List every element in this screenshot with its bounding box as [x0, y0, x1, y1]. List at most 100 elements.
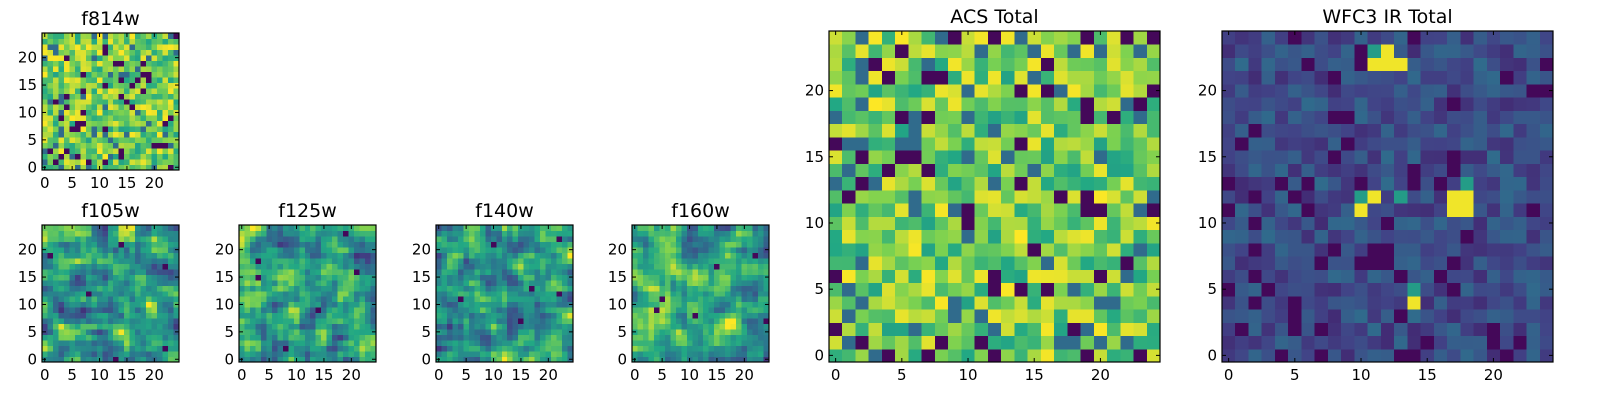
heatmap-cell	[664, 334, 671, 341]
heatmap-cell	[354, 345, 361, 352]
heatmap-cell	[299, 301, 306, 308]
heatmap-cell	[74, 241, 81, 248]
heatmap-cell	[736, 257, 743, 264]
heatmap-cell	[881, 242, 896, 257]
heatmap-cell	[490, 318, 497, 325]
heatmap-cell	[162, 312, 169, 319]
heatmap-cell	[1133, 136, 1148, 151]
heatmap-cell	[260, 235, 267, 242]
heatmap-cell	[91, 290, 98, 297]
heatmap-cell	[868, 110, 883, 125]
heatmap-cell	[162, 126, 169, 133]
heatmap-cell	[921, 216, 936, 231]
heatmap-cell	[961, 348, 976, 363]
heatmap-cell	[703, 257, 710, 264]
heatmap-cell	[140, 351, 147, 358]
heatmap-cell	[47, 329, 54, 336]
heatmap-cell	[288, 252, 295, 259]
heatmap-cell	[129, 109, 136, 116]
heatmap-cell	[1027, 256, 1042, 270]
heatmap-cell	[282, 230, 289, 237]
heatmap-cell	[921, 123, 936, 138]
heatmap-cell	[85, 296, 92, 303]
heatmap-cell	[881, 256, 896, 270]
heatmap-cell	[881, 163, 896, 178]
heatmap-cell	[675, 263, 682, 270]
x-tick-label: 20	[145, 174, 164, 192]
heatmap-cell	[632, 257, 638, 264]
heatmap-cell	[632, 252, 638, 259]
heatmap-cell	[1274, 322, 1289, 337]
heatmap-cell	[1261, 97, 1276, 111]
heatmap-cell	[1222, 176, 1236, 191]
heatmap-cell	[58, 38, 65, 45]
heatmap-cell	[260, 296, 267, 303]
heatmap-cell	[58, 137, 65, 144]
heatmap-cell	[63, 164, 70, 171]
heatmap-cell	[146, 131, 153, 138]
heatmap-cell	[1120, 123, 1135, 138]
heatmap-cell	[1067, 110, 1082, 125]
heatmap-cell	[1433, 136, 1448, 151]
heatmap-cell	[697, 312, 704, 319]
heatmap-cell	[74, 159, 81, 166]
heatmap-cell	[855, 176, 870, 191]
heatmap-cell	[895, 269, 909, 284]
x-tick-label: 20	[539, 366, 558, 384]
heatmap-cell	[1314, 83, 1329, 98]
heatmap-cell	[881, 176, 896, 191]
heatmap-cell	[855, 348, 870, 363]
heatmap-cell	[321, 279, 328, 286]
heatmap-cell	[310, 274, 317, 281]
heatmap-cell	[162, 345, 169, 352]
heatmap-cell	[52, 290, 59, 297]
heatmap-cell	[107, 312, 114, 319]
heatmap-cell	[74, 257, 81, 264]
heatmap-cell	[763, 241, 770, 248]
heatmap-cell	[1093, 322, 1108, 337]
heatmap-cell	[540, 252, 547, 259]
y-tick-label: 10	[805, 214, 824, 232]
heatmap-cell	[562, 301, 569, 308]
heatmap-cell	[1222, 348, 1236, 363]
heatmap-cell	[1274, 70, 1289, 85]
heatmap-cell	[96, 279, 103, 286]
heatmap-cell	[96, 87, 103, 94]
heatmap-cell	[948, 123, 962, 138]
heatmap-cell	[58, 268, 65, 275]
heatmap-cell	[1367, 216, 1382, 231]
heatmap-cell	[496, 301, 503, 308]
heatmap-cell	[512, 246, 519, 253]
heatmap-cell	[895, 83, 909, 98]
heatmap-cell	[974, 335, 989, 350]
heatmap-cell	[436, 279, 442, 286]
heatmap-cell	[551, 285, 558, 292]
x-tick-label: 0	[630, 366, 640, 384]
heatmap-cell	[1473, 322, 1488, 337]
heatmap-cell	[659, 268, 666, 275]
heatmap-cell	[85, 312, 92, 319]
heatmap-cell	[974, 70, 989, 85]
heatmap-cell	[124, 126, 131, 133]
heatmap-cell	[1341, 110, 1355, 125]
heatmap-cell	[1027, 83, 1042, 98]
heatmap-cell	[934, 83, 949, 98]
heatmap-cell	[239, 252, 245, 259]
heatmap-cell	[551, 318, 558, 325]
heatmap-cell	[736, 307, 743, 314]
heatmap-cell	[686, 345, 693, 352]
heatmap-cell	[135, 296, 142, 303]
heatmap-cell	[1500, 97, 1514, 111]
heatmap-cell	[96, 318, 103, 325]
heatmap-cell	[697, 323, 704, 330]
heatmap-cell	[436, 235, 442, 242]
heatmap-cell	[446, 268, 453, 275]
heatmap-cell	[1146, 163, 1161, 178]
heatmap-cell	[529, 263, 536, 270]
heatmap-cell	[763, 345, 770, 352]
heatmap-cell	[512, 225, 519, 231]
heatmap-cell	[173, 263, 180, 270]
heatmap-cell	[42, 285, 48, 292]
y-tick-label: 15	[412, 268, 431, 286]
heatmap-cell	[551, 279, 558, 286]
